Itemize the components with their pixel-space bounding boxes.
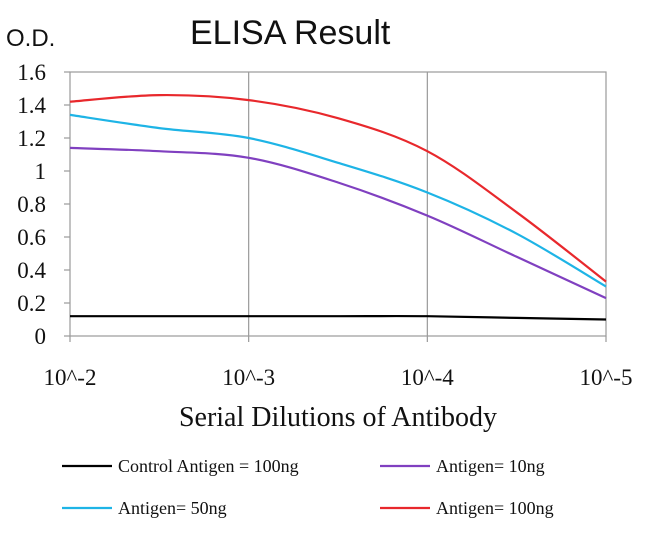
y-axis-label: O.D.	[6, 25, 55, 52]
y-tick-label: 0.6	[17, 225, 46, 250]
plot-area: 10^-2 10^-3 10^-4 10^-5 0 0.2 0.4 0.6 0.8 1 1.2 1.4…	[17, 60, 632, 390]
legend-label: Antigen= 100ng	[436, 498, 554, 518]
y-tick-label: 0	[35, 324, 47, 349]
series-line-antigen-100ng	[69, 93, 607, 283]
chart-title: ELISA Result	[190, 14, 391, 52]
x-tick-label: 10^-3	[222, 365, 275, 390]
x-tick-label: 10^-2	[44, 365, 97, 390]
y-tick-label: 0.4	[17, 258, 46, 283]
legend-label: Control Antigen = 100ng	[118, 456, 299, 476]
y-tick-label: 1	[35, 159, 47, 184]
plot-frame	[69, 71, 607, 337]
legend-label: Antigen= 10ng	[436, 456, 545, 476]
x-tick-label: 10^-5	[580, 365, 633, 390]
y-tick-label: 1.2	[17, 126, 46, 151]
series-line-control-antigen-100ng	[69, 314, 607, 321]
legend-label: Antigen= 50ng	[118, 498, 227, 518]
y-tick-label: 1.6	[17, 60, 46, 85]
y-tick-label: 0.2	[17, 291, 46, 316]
x-axis-title: Serial Dilutions of Antibody	[179, 402, 497, 433]
y-tick-label: 0.8	[17, 192, 46, 217]
series-line-antigen-50ng	[69, 113, 607, 288]
legend: Control Antigen = 100ng Antigen= 10ng Anti…	[62, 456, 554, 518]
series-line-antigen-10ng	[69, 146, 607, 300]
x-tick-label: 10^-4	[401, 365, 454, 390]
y-tick-label: 1.4	[17, 93, 46, 118]
